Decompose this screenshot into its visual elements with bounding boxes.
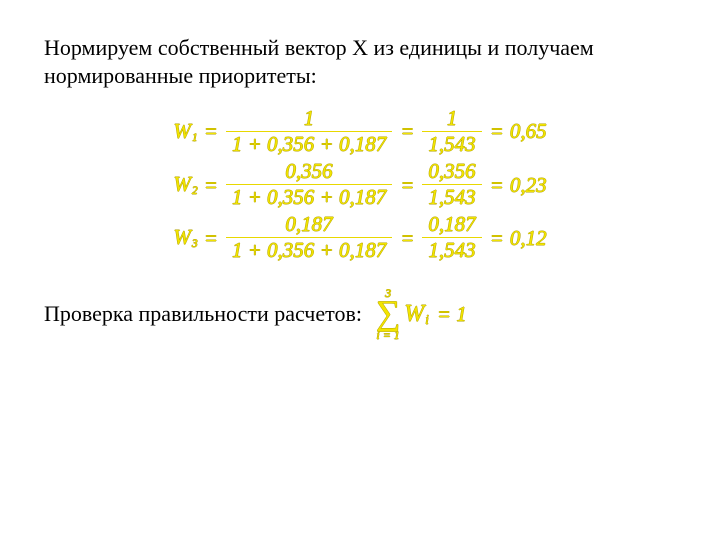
- variable-w1: W1: [173, 118, 197, 145]
- numerator: 0,187: [422, 213, 481, 236]
- equals-sign: =: [394, 118, 420, 144]
- fraction-long: 0,356 1 + 0,356 + 0,187: [224, 160, 394, 209]
- numerator: 1: [298, 107, 321, 130]
- equals-sign: =: [484, 118, 510, 144]
- result-value: 0,12: [510, 225, 547, 251]
- var-subscript: 1: [191, 132, 198, 144]
- equation-row: W1 = 1 1 + 0,356 + 0,187 = 1 1,543 = 0,6…: [173, 107, 546, 156]
- denominator: 1 + 0,356 + 0,187: [226, 186, 392, 209]
- sum-lower-bound: i = 1: [376, 329, 399, 341]
- fraction-short: 1 1,543: [420, 107, 483, 156]
- term-var: W: [404, 301, 424, 327]
- fraction-long: 0,187 1 + 0,356 + 0,187: [224, 213, 394, 262]
- fraction-long: 1 1 + 0,356 + 0,187: [224, 107, 394, 156]
- verification-row: Проверка правильности расчетов: 3 ∑ i = …: [44, 287, 676, 342]
- numerator: 0,356: [422, 160, 481, 183]
- sum-equals: = 1: [429, 301, 467, 327]
- numerator: 0,187: [279, 213, 338, 236]
- equation-block: W1 = 1 1 + 0,356 + 0,187 = 1 1,543 = 0,6…: [44, 107, 676, 263]
- sigma-icon: ∑: [376, 299, 400, 330]
- variable-w2: W2: [173, 171, 197, 198]
- intro-paragraph: Нормируем собственный вектор X из единиц…: [44, 34, 676, 89]
- equals-sign: =: [394, 225, 420, 251]
- fraction-short: 0,187 1,543: [420, 213, 483, 262]
- numerator: 0,356: [279, 160, 338, 183]
- var-letter: W: [173, 172, 191, 196]
- denominator: 1,543: [422, 186, 481, 209]
- sigma-wrapper: 3 ∑ i = 1: [376, 287, 400, 342]
- numerator: 1: [441, 107, 464, 130]
- verification-text: Проверка правильности расчетов:: [44, 300, 362, 328]
- denominator: 1,543: [422, 239, 481, 262]
- fraction-short: 0,356 1,543: [420, 160, 483, 209]
- equals-sign: =: [198, 225, 224, 251]
- variable-w3: W3: [173, 224, 197, 251]
- denominator: 1 + 0,356 + 0,187: [226, 239, 392, 262]
- slide-page: Нормируем собственный вектор X из единиц…: [0, 0, 720, 540]
- sum-term: Wi: [404, 299, 429, 329]
- equals-sign: =: [484, 172, 510, 198]
- equals-sign: =: [394, 172, 420, 198]
- var-letter: W: [173, 225, 191, 249]
- sum-expression: 3 ∑ i = 1 Wi = 1: [376, 287, 467, 342]
- result-value: 0,23: [510, 172, 547, 198]
- var-subscript: 3: [191, 238, 198, 250]
- equation-row: W3 = 0,187 1 + 0,356 + 0,187 = 0,187 1,5…: [173, 213, 546, 262]
- var-letter: W: [173, 119, 191, 143]
- var-subscript: 2: [191, 185, 198, 197]
- denominator: 1 + 0,356 + 0,187: [226, 133, 392, 156]
- equals-sign: =: [484, 225, 510, 251]
- equals-sign: =: [198, 118, 224, 144]
- equation-row: W2 = 0,356 1 + 0,356 + 0,187 = 0,356 1,5…: [173, 160, 546, 209]
- denominator: 1,543: [422, 133, 481, 156]
- result-value: 0,65: [510, 118, 547, 144]
- equals-sign: =: [198, 172, 224, 198]
